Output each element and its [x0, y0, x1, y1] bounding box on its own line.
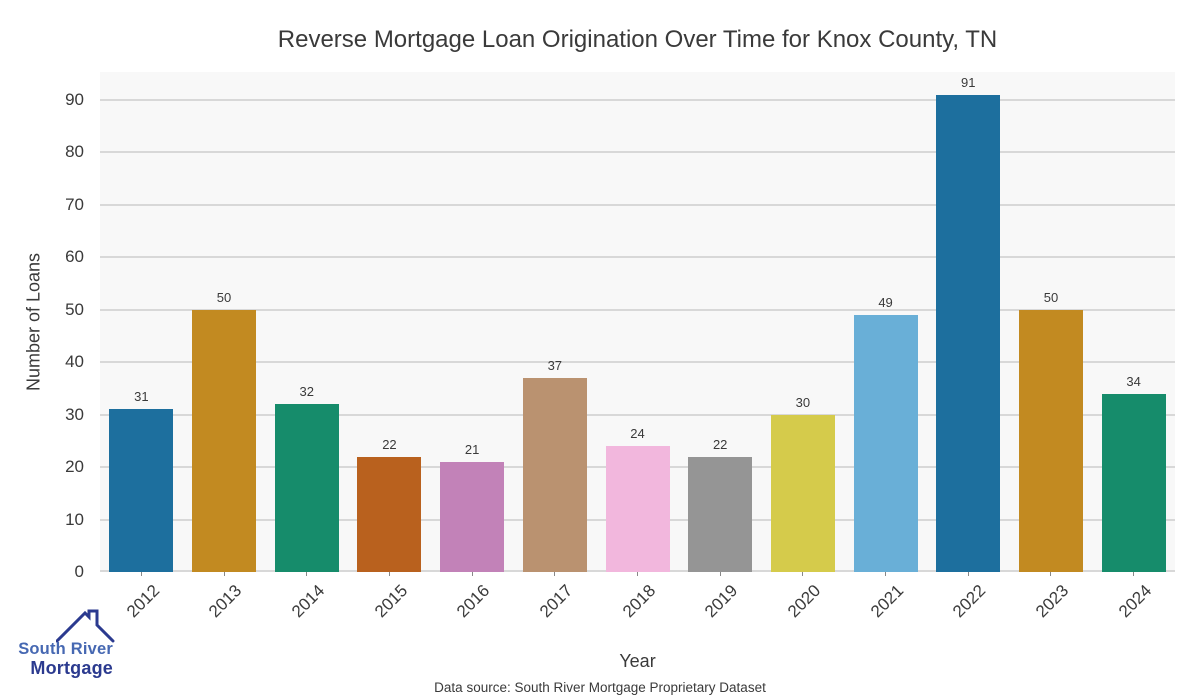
x-tick-label-2017: 2017 — [536, 581, 577, 622]
x-tick-mark — [306, 572, 308, 576]
y-tick-label: 60 — [65, 247, 84, 267]
gridline — [100, 204, 1175, 206]
bar-value-label: 31 — [134, 389, 149, 405]
x-tick-mark — [554, 572, 556, 576]
x-tick-label-2013: 2013 — [205, 581, 246, 622]
bar-value-label: 50 — [1043, 289, 1059, 305]
bar-value-label: 32 — [299, 384, 314, 400]
y-tick-label: 80 — [65, 142, 84, 162]
bar-2019 — [688, 456, 753, 572]
bar-value-label: 22 — [712, 436, 728, 452]
y-tick-label: 30 — [65, 404, 84, 424]
x-tick-mark — [140, 572, 142, 576]
x-tick-mark — [637, 572, 638, 576]
x-tick-mark — [967, 572, 969, 576]
x-tick-label-2022: 2022 — [949, 581, 990, 622]
house-roof-icon — [56, 609, 115, 643]
data-source-note: Data source: South River Mortgage Propri… — [434, 680, 766, 695]
x-tick-mark — [1133, 572, 1135, 576]
logo-text-mortgage: Mortgage — [30, 658, 113, 678]
x-tick-label-2015: 2015 — [370, 581, 411, 622]
x-tick-mark — [885, 572, 887, 576]
x-tick-mark — [719, 572, 721, 576]
x-tick-label-2024: 2024 — [1114, 581, 1156, 622]
bar-2013 — [192, 309, 257, 572]
x-tick-label-2020: 2020 — [784, 581, 825, 622]
x-tick-label-2018: 2018 — [618, 581, 659, 622]
bar-value-label: 30 — [795, 394, 811, 410]
bar-2014 — [274, 404, 339, 572]
bar-value-label: 34 — [1126, 373, 1141, 389]
gridline — [100, 99, 1175, 101]
x-tick-label-2014: 2014 — [287, 581, 329, 622]
plot-area: 31 2012 50 2013 32 2014 22 2015 21 2016 37 2017 24 20… — [100, 72, 1175, 621]
y-tick-label: 50 — [65, 299, 84, 319]
x-axis-label: Year — [619, 651, 656, 671]
x-tick-label-2023: 2023 — [1032, 581, 1073, 622]
gridline — [100, 361, 1175, 363]
bar-value-label: 22 — [382, 436, 397, 452]
bar-2016 — [440, 461, 505, 572]
bar-2020 — [770, 414, 835, 572]
bar-value-label: 50 — [216, 289, 232, 305]
x-tick-label-2021: 2021 — [866, 581, 908, 622]
gridline — [100, 414, 1175, 416]
bar-2012 — [109, 409, 174, 572]
y-tick-label: 0 — [74, 562, 84, 581]
bar-2024 — [1101, 393, 1166, 572]
bar-value-label: 91 — [961, 74, 976, 90]
y-tick-label: 40 — [65, 352, 84, 372]
bar-2021 — [853, 315, 918, 572]
chart-title: Reverse Mortgage Loan Origination Over T… — [277, 26, 998, 53]
bar-2018 — [605, 446, 670, 572]
y-tick-label: 70 — [65, 194, 84, 214]
x-tick-label-2019: 2019 — [701, 581, 742, 622]
y-tick-label: 10 — [65, 509, 84, 529]
bar-2023 — [1018, 309, 1083, 572]
x-tick-mark — [223, 572, 225, 576]
bar-2015 — [357, 456, 422, 572]
logo-text-south-river: South River — [18, 640, 113, 658]
x-tick-mark — [802, 572, 804, 576]
y-tick-label: 20 — [65, 457, 84, 477]
bar-2022 — [936, 94, 1001, 572]
gridline — [100, 309, 1175, 311]
bar-value-label: 37 — [547, 357, 563, 373]
bar-value-label: 21 — [464, 441, 480, 457]
gridline — [100, 151, 1175, 153]
bar-value-label: 49 — [878, 295, 893, 311]
south-river-mortgage-logo: South River Mortgage — [0, 606, 130, 681]
x-tick-mark — [388, 572, 390, 576]
gridline — [100, 256, 1175, 258]
y-tick-label: 90 — [65, 90, 84, 109]
bar-value-label: 24 — [630, 426, 645, 442]
x-tick-label-2016: 2016 — [453, 581, 494, 622]
bar-2017 — [522, 377, 587, 572]
x-tick-mark — [1050, 572, 1052, 576]
x-tick-mark — [471, 572, 473, 576]
